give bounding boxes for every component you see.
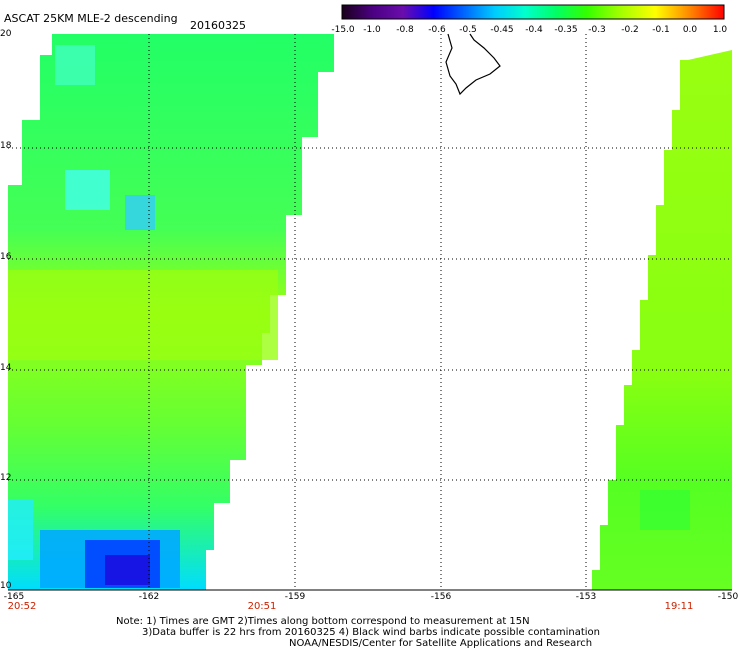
colorbar-label: -0.6	[428, 25, 446, 35]
colorbar-label: -0.4	[525, 25, 543, 35]
colorbar-label: -0.45	[490, 25, 514, 35]
lat-label: 20	[0, 29, 12, 39]
colorbar-label: -15.0	[331, 25, 355, 35]
graticule	[8, 34, 732, 590]
footnote-credit: NOAA/NESDIS/Center for Satellite Applica…	[289, 638, 593, 649]
colorbar-label: -0.2	[621, 25, 639, 35]
lon-label: -150	[717, 592, 739, 602]
colorbar-label: -0.5	[459, 25, 477, 35]
lat-label: 14	[0, 363, 12, 373]
colorbar-label: -0.8	[396, 25, 414, 35]
footnote-line: Note: 1) Times are GMT 2)Times along bot…	[116, 616, 530, 627]
feature-green-patch	[640, 490, 690, 530]
lon-label: -156	[430, 592, 452, 602]
pass-time-label: 20:51	[247, 601, 277, 612]
pass-time-label: 19:11	[664, 601, 694, 612]
feature-cyan-edge	[8, 500, 33, 560]
lat-label: 16	[0, 252, 12, 262]
feature-cyan-patch	[65, 170, 110, 210]
lat-label: 18	[0, 141, 12, 151]
lon-label: -159	[284, 592, 306, 602]
right-swath	[592, 50, 732, 590]
colorbar-label: -0.1	[652, 25, 670, 35]
lon-label: -153	[575, 592, 597, 602]
lat-label: 10	[0, 581, 12, 591]
product-date: 20160325	[190, 19, 246, 32]
product-title: ASCAT 25KM MLE-2 descending	[4, 12, 178, 25]
colorbar-label: -1.0	[363, 25, 381, 35]
feature-deepblue-low	[105, 555, 150, 585]
feature-cyan-patch	[55, 45, 95, 85]
colorbar-label: 1.0	[712, 25, 728, 35]
pass-time-label: 20:52	[7, 601, 37, 612]
footnote-line: 3)Data buffer is 22 hrs from 20160325 4)…	[142, 627, 600, 638]
lon-label: -162	[138, 592, 160, 602]
hawaii-island-outline	[445, 33, 501, 96]
lon-label: -165	[3, 592, 25, 602]
colorbar-label: 0.0	[682, 25, 698, 35]
colorbar-gradient	[341, 4, 725, 20]
feature-yellowgreen-band	[8, 270, 278, 360]
feature-cyan-patch	[125, 195, 155, 230]
colorbar-label: -0.3	[588, 25, 606, 35]
lat-label: 12	[0, 473, 12, 483]
colorbar-label: -0.35	[554, 25, 578, 35]
